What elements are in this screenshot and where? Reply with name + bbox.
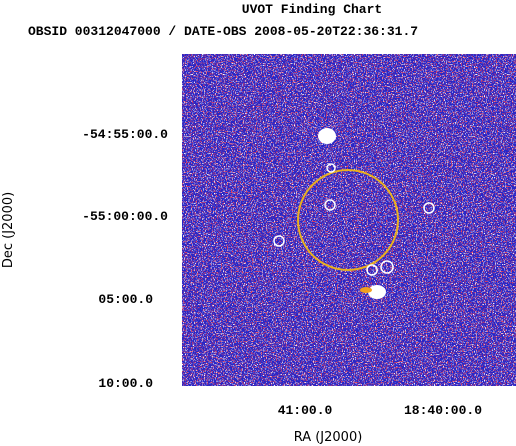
sky-image	[182, 54, 516, 386]
y-tick-label: 05:00.0	[98, 292, 153, 307]
y-tick-label: -55:00:00.0	[82, 209, 168, 224]
x-tick-label: 41:00.0	[278, 403, 333, 418]
y-axis-label: Dec (J2000)	[1, 192, 16, 268]
x-tick-label: 18:40:00.0	[404, 403, 482, 418]
chart-title: UVOT Finding Chart	[242, 2, 382, 17]
chart-subtitle: OBSID 00312047000 / DATE-OBS 2008-05-20T…	[28, 24, 418, 39]
x-axis-label: RA (J2000)	[294, 430, 363, 445]
y-tick-label: -54:55:00.0	[82, 127, 168, 142]
y-tick-label: 10:00.0	[98, 376, 153, 391]
